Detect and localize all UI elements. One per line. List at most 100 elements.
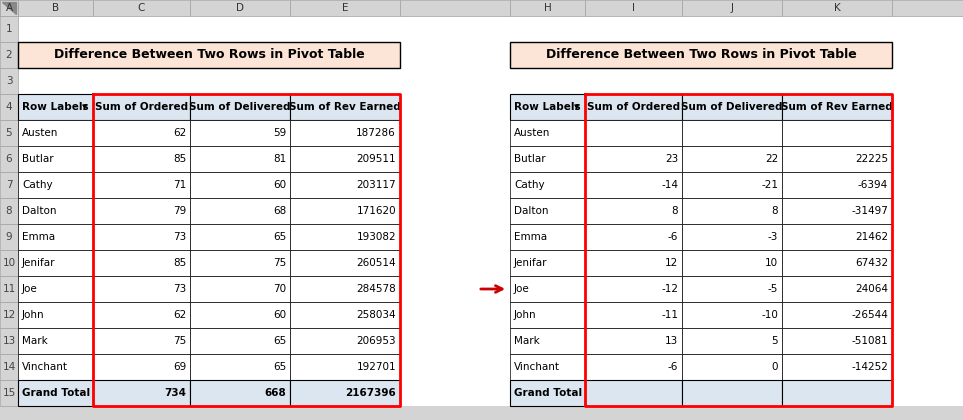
Text: Sum of Rev Earned: Sum of Rev Earned	[289, 102, 401, 112]
Bar	[682, 302, 782, 328]
Bar	[290, 146, 400, 172]
Bar	[18, 146, 400, 172]
Bar	[290, 120, 400, 146]
Bar	[400, 198, 510, 224]
Bar	[510, 380, 892, 406]
Bar	[0, 380, 18, 406]
Bar	[290, 276, 400, 302]
Text: -51081: -51081	[851, 336, 888, 346]
Bar	[682, 146, 782, 172]
Text: 10: 10	[3, 258, 15, 268]
Bar	[510, 68, 892, 94]
Bar	[892, 354, 963, 380]
Bar	[0, 146, 18, 172]
Text: 75: 75	[172, 336, 186, 346]
Bar	[18, 302, 93, 328]
Bar	[18, 224, 400, 250]
Bar	[510, 16, 892, 42]
Text: 171620: 171620	[356, 206, 396, 216]
Bar	[93, 328, 190, 354]
Bar	[190, 94, 290, 120]
Bar	[290, 250, 400, 276]
Bar	[782, 224, 892, 250]
Bar	[510, 0, 585, 16]
Bar	[190, 198, 290, 224]
Bar	[510, 146, 585, 172]
Text: Sum of Delivered: Sum of Delivered	[190, 102, 291, 112]
Bar	[18, 224, 93, 250]
Text: 69: 69	[172, 362, 186, 372]
Bar	[18, 354, 93, 380]
Bar	[782, 380, 892, 406]
Text: 24064: 24064	[855, 284, 888, 294]
Bar	[93, 94, 190, 120]
Bar	[585, 276, 682, 302]
Bar	[290, 172, 400, 198]
Text: -31497: -31497	[851, 206, 888, 216]
Bar	[682, 328, 782, 354]
Bar	[0, 302, 18, 328]
Bar	[682, 172, 782, 198]
Text: 73: 73	[172, 232, 186, 242]
Text: 187286: 187286	[356, 128, 396, 138]
Text: Emma: Emma	[22, 232, 55, 242]
Bar	[0, 0, 18, 16]
Text: C: C	[138, 3, 145, 13]
Text: John: John	[22, 310, 44, 320]
Text: 15: 15	[2, 388, 15, 398]
Bar	[510, 380, 585, 406]
Bar	[18, 250, 93, 276]
Bar	[682, 198, 782, 224]
Text: Row Labels: Row Labels	[22, 102, 89, 112]
Bar	[585, 328, 682, 354]
Bar	[682, 94, 782, 120]
Bar	[585, 120, 682, 146]
Bar	[400, 120, 510, 146]
Text: 67432: 67432	[855, 258, 888, 268]
Text: 79: 79	[172, 206, 186, 216]
Bar	[190, 354, 290, 380]
Bar	[93, 276, 190, 302]
Bar	[0, 276, 18, 302]
Bar	[510, 354, 585, 380]
Bar	[0, 0, 18, 16]
Text: 85: 85	[172, 258, 186, 268]
Bar	[510, 276, 585, 302]
Bar	[18, 94, 93, 120]
Bar	[18, 198, 93, 224]
Bar	[510, 302, 585, 328]
Text: 258034: 258034	[356, 310, 396, 320]
Text: 284578: 284578	[356, 284, 396, 294]
Bar	[510, 198, 585, 224]
Bar	[190, 276, 290, 302]
Text: 22225: 22225	[855, 154, 888, 164]
Bar	[18, 198, 400, 224]
Bar	[400, 380, 510, 406]
Text: 10: 10	[765, 258, 778, 268]
Bar	[18, 276, 93, 302]
Text: Joe: Joe	[22, 284, 38, 294]
Bar	[510, 172, 585, 198]
Text: 13: 13	[2, 336, 15, 346]
Bar	[585, 380, 682, 406]
Bar	[682, 224, 782, 250]
Text: Grand Total: Grand Total	[514, 388, 582, 398]
Text: -5: -5	[768, 284, 778, 294]
Bar	[290, 224, 400, 250]
Bar	[892, 172, 963, 198]
Bar	[290, 198, 400, 224]
Text: 9: 9	[6, 232, 13, 242]
Bar	[892, 42, 963, 68]
Text: K: K	[834, 3, 841, 13]
Text: Dalton: Dalton	[514, 206, 549, 216]
Bar	[510, 328, 892, 354]
Bar	[18, 172, 400, 198]
Bar	[0, 198, 18, 224]
Bar	[18, 276, 400, 302]
Bar	[892, 224, 963, 250]
Bar	[0, 328, 18, 354]
Bar	[93, 354, 190, 380]
Text: 62: 62	[172, 128, 186, 138]
Bar	[400, 354, 510, 380]
Text: 7: 7	[6, 180, 13, 190]
